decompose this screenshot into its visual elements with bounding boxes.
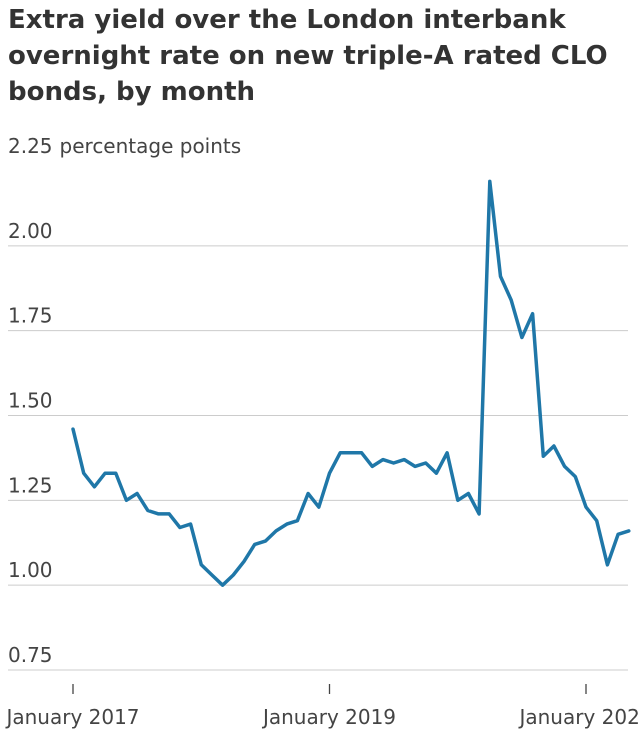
series-line xyxy=(71,179,631,587)
gridlines xyxy=(8,245,628,671)
y-tick-label: 1.00 xyxy=(8,558,53,582)
y-unit-label: percentage points xyxy=(60,134,242,158)
y-tick-label: 1.50 xyxy=(8,389,53,413)
y-tick-label: 2.00 xyxy=(8,219,53,243)
x-tick-label: January 2021 xyxy=(517,705,640,729)
y-tick-label: 1.25 xyxy=(8,473,53,497)
chart-title: Extra yield over the London interbank ov… xyxy=(8,5,608,107)
y-tick-label: 2.25 percentage points xyxy=(8,134,241,158)
y-tick-label: 0.75 xyxy=(8,643,53,667)
y-tick-label: 1.75 xyxy=(8,304,53,328)
series-group xyxy=(71,179,631,587)
y-axis-ticks: 0.75 1.00 1.25 1.50 1.75 2.00 2.25 percentage p… xyxy=(8,134,241,667)
x-axis-ticks: January 2017 January 2019 January 2021 xyxy=(4,684,640,729)
x-tick-label: January 2017 xyxy=(4,705,139,729)
x-tick-label: January 2019 xyxy=(261,705,396,729)
